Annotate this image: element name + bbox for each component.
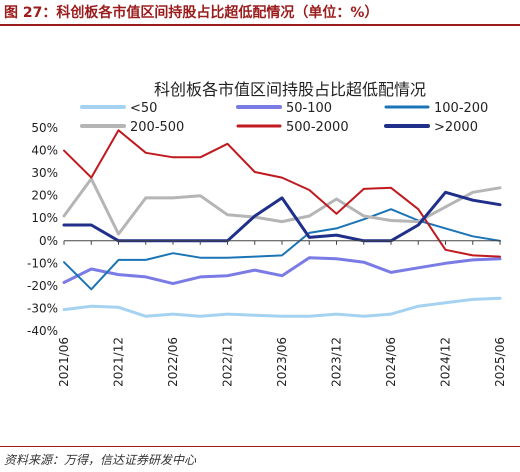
series-line [63,129,501,258]
legend-label: 50-100 [286,101,332,116]
x-tick-label: 2022/06 [166,337,180,387]
y-tick-label: 20% [31,189,58,203]
y-tick-label: 50% [31,121,58,135]
x-tick-label: 2023/12 [330,337,344,387]
series-line [62,256,502,286]
y-tick-label: 10% [31,211,58,225]
x-tick-label: 2021/06 [57,337,71,387]
x-tick-label: 2024/06 [384,337,398,387]
legend-label: <50 [130,101,157,116]
x-tick-label: 2021/12 [112,337,126,387]
title-rule [0,24,520,26]
y-tick-label: -10% [27,256,58,270]
y-axis-ticks: 50% 40% 30% 20% 10% 0% -10% -20% -30% -40% [27,121,58,338]
y-tick-label: 30% [31,166,58,180]
legend-label: 500-2000 [286,120,349,135]
source-note: 资料来源：万得，信达证券研发中心 [4,453,197,467]
figure-title: 图 27：科创板各市值区间持股占比超低配情况（单位：%） [4,5,379,21]
x-tick-label: 2025/06 [493,337,507,387]
legend-label: 200-500 [130,120,184,135]
bottom-rule [0,446,520,447]
y-tick-label: 40% [31,144,58,158]
legend: <50 50-100 100-200 200-500 500-2000 >2000 [80,101,488,135]
chart: 科创板各市值区间持股占比超低配情况 <50 50-100 100-200 200-50… [27,80,507,387]
legend-label: >2000 [434,120,478,135]
x-tick-label: 2024/12 [439,337,453,387]
y-tick-label: -40% [27,324,58,338]
x-axis-ticks: 2021/06 2021/12 2022/06 2022/12 2023/06 2023/… [57,240,507,387]
series-layer [62,129,502,318]
series-line [62,177,502,236]
x-tick-label: 2022/12 [221,337,235,387]
y-tick-label: -20% [27,279,58,293]
legend-label: 100-200 [434,101,488,116]
y-tick-label: 0% [39,234,58,248]
y-tick-label: -30% [27,301,58,315]
x-tick-label: 2023/06 [275,337,289,387]
chart-title: 科创板各市值区间持股占比超低配情况 [154,80,426,99]
series-line [62,296,502,318]
